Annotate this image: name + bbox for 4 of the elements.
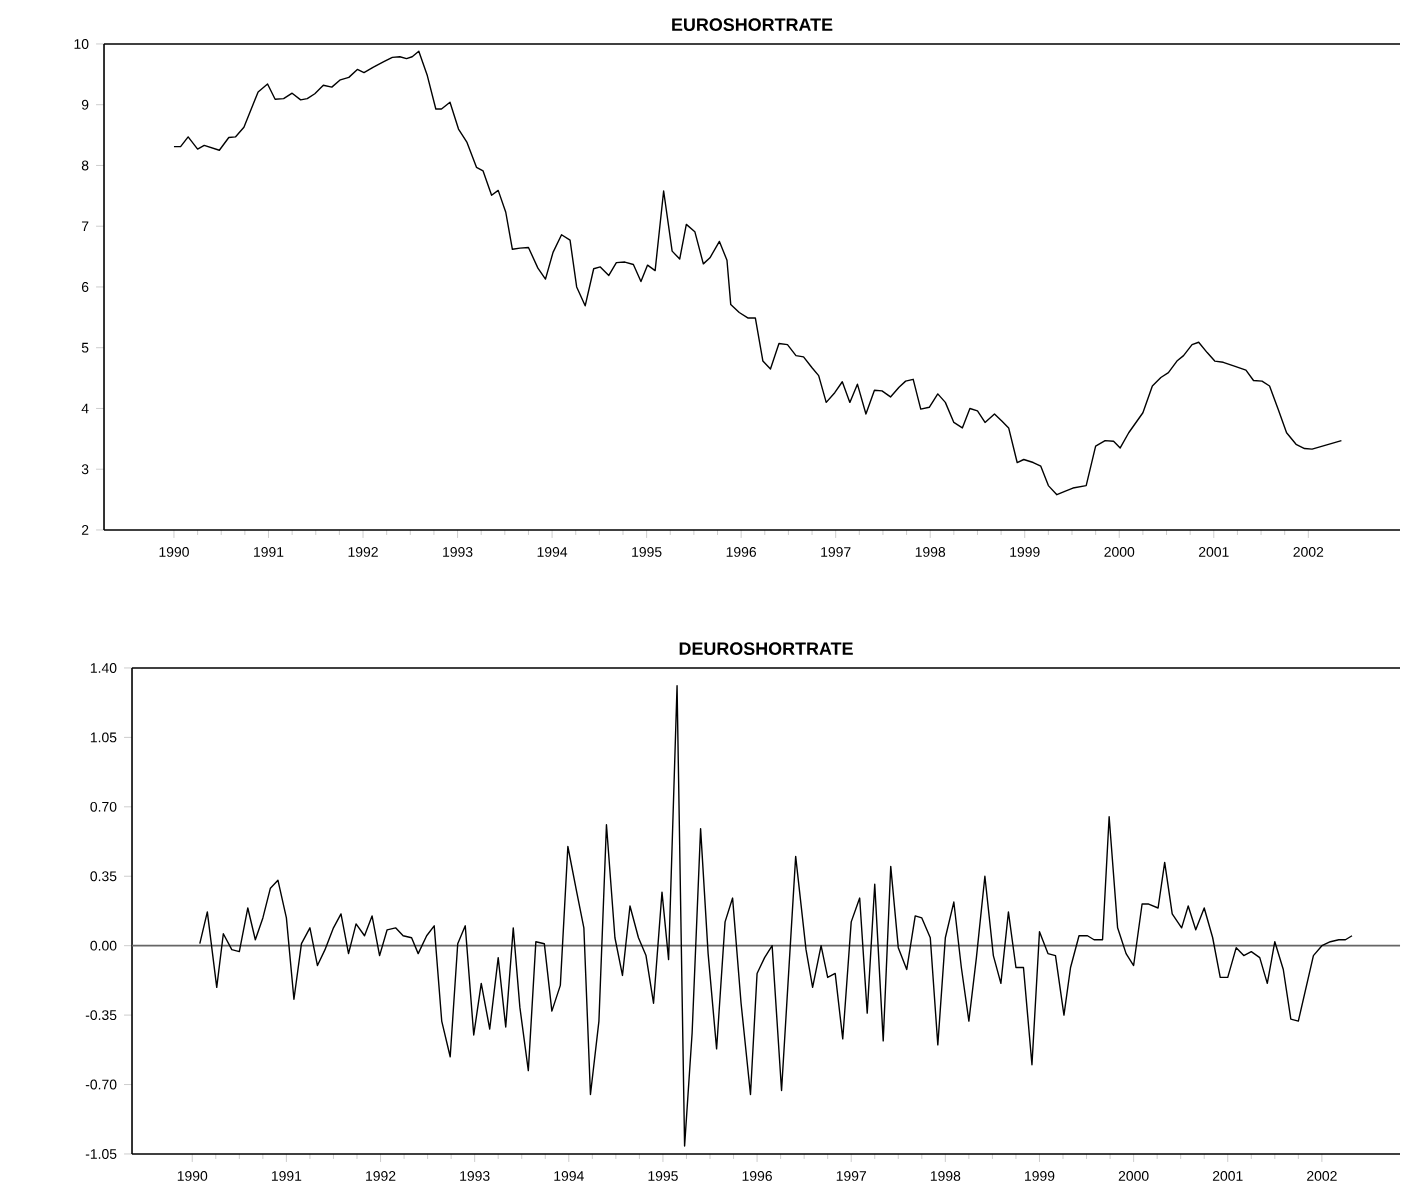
line-series: [199, 685, 1353, 1147]
chart-title: DEUROSHORTRATE: [679, 642, 853, 655]
chart-title: EUROSHORTRATE: [672, 18, 833, 31]
line-series: [173, 50, 1343, 496]
